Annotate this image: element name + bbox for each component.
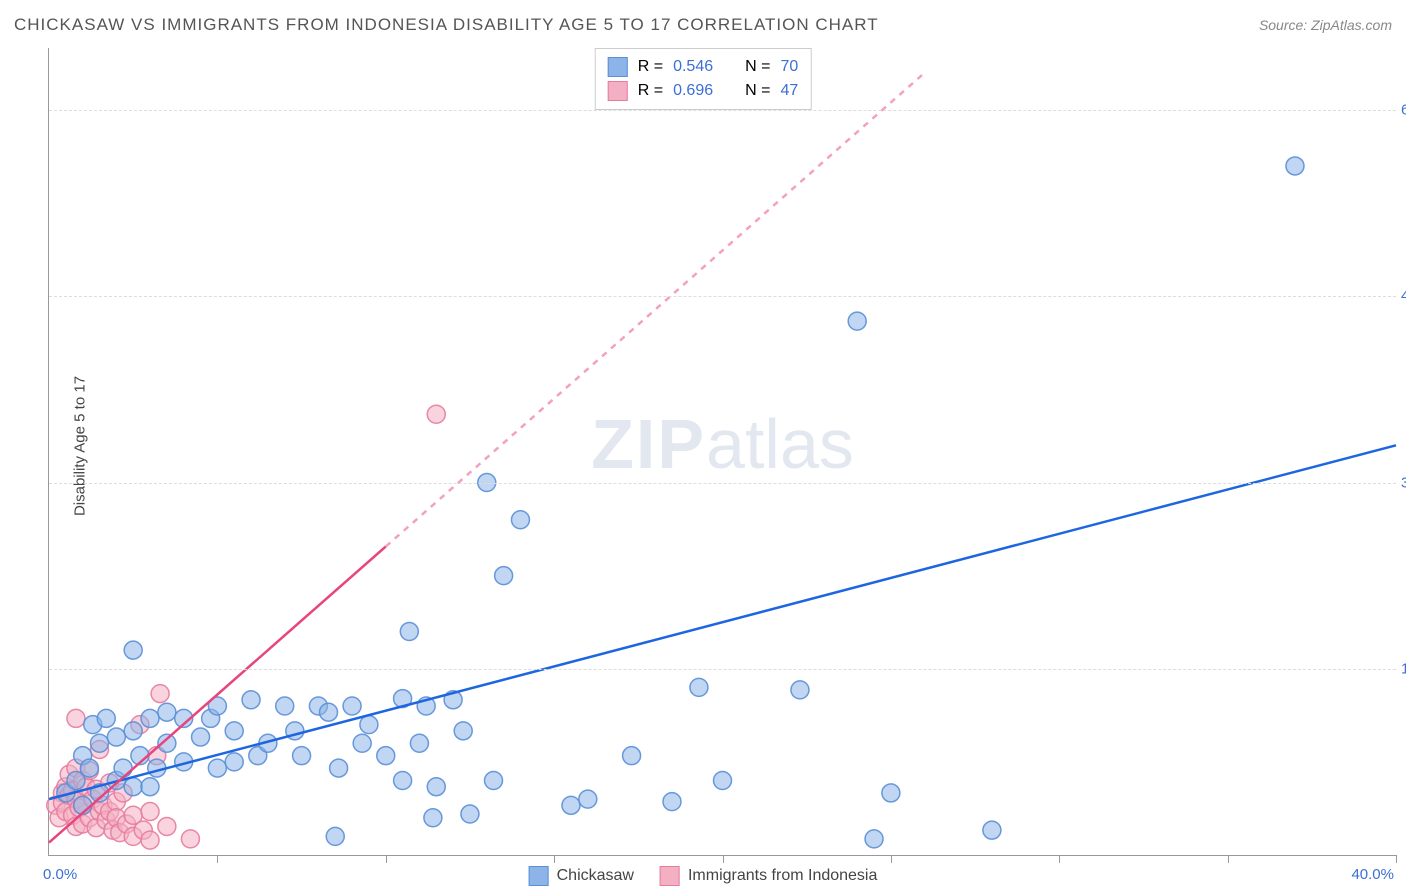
- legend-label-a: Chickasaw: [557, 867, 634, 885]
- series-legend: Chickasaw Immigrants from Indonesia: [529, 866, 878, 886]
- data-point: [293, 747, 311, 765]
- data-point: [360, 716, 378, 734]
- legend-item-b: Immigrants from Indonesia: [660, 866, 877, 886]
- data-point: [67, 709, 85, 727]
- data-point: [97, 709, 115, 727]
- data-point: [714, 772, 732, 790]
- data-point: [124, 778, 142, 796]
- n-value-b: 47: [780, 82, 798, 100]
- x-tick: [891, 855, 892, 863]
- data-point: [141, 803, 159, 821]
- data-point: [791, 681, 809, 699]
- data-point: [394, 772, 412, 790]
- trend-line: [49, 445, 1396, 799]
- legend-item-a: Chickasaw: [529, 866, 634, 886]
- data-point: [882, 784, 900, 802]
- data-point: [192, 728, 210, 746]
- gridline: [49, 669, 1396, 670]
- data-point: [579, 790, 597, 808]
- trend-line: [386, 73, 925, 547]
- data-point: [511, 511, 529, 529]
- data-point: [320, 703, 338, 721]
- data-point: [865, 830, 883, 848]
- x-origin-label: 0.0%: [43, 866, 77, 883]
- stats-row-b: R = 0.696 N = 47: [608, 79, 799, 103]
- x-tick: [217, 855, 218, 863]
- data-point: [983, 821, 1001, 839]
- data-point: [495, 567, 513, 585]
- data-point: [141, 709, 159, 727]
- r-value-a: 0.546: [673, 58, 713, 76]
- data-point: [141, 778, 159, 796]
- data-point: [690, 678, 708, 696]
- r-value-b: 0.696: [673, 82, 713, 100]
- data-point: [1286, 157, 1304, 175]
- data-point: [623, 747, 641, 765]
- data-point: [353, 734, 371, 752]
- n-value-a: 70: [780, 58, 798, 76]
- data-point: [151, 685, 169, 703]
- data-point: [562, 796, 580, 814]
- x-tick: [554, 855, 555, 863]
- n-label-a: N =: [745, 58, 770, 76]
- stats-row-a: R = 0.546 N = 70: [608, 55, 799, 79]
- data-point: [276, 697, 294, 715]
- x-tick: [386, 855, 387, 863]
- x-max-label: 40.0%: [1351, 866, 1394, 883]
- data-point: [181, 830, 199, 848]
- x-tick: [1228, 855, 1229, 863]
- data-point: [141, 831, 159, 849]
- x-tick: [1059, 855, 1060, 863]
- data-point: [91, 734, 109, 752]
- gridline: [49, 110, 1396, 111]
- legend-label-b: Immigrants from Indonesia: [688, 867, 877, 885]
- swatch-b-icon: [660, 866, 680, 886]
- y-tick-label: 30.0%: [1401, 474, 1406, 491]
- stats-legend: R = 0.546 N = 70 R = 0.696 N = 47: [595, 48, 812, 110]
- data-point: [848, 312, 866, 330]
- swatch-b-icon: [608, 81, 628, 101]
- y-tick-label: 60.0%: [1401, 102, 1406, 119]
- trend-line: [49, 547, 386, 843]
- data-point: [377, 747, 395, 765]
- data-point: [427, 778, 445, 796]
- data-point: [326, 827, 344, 845]
- data-point: [663, 793, 681, 811]
- data-point: [124, 641, 142, 659]
- data-point: [107, 728, 125, 746]
- data-point: [242, 691, 260, 709]
- data-point: [461, 805, 479, 823]
- r-label-b: R =: [638, 82, 663, 100]
- x-tick: [1396, 855, 1397, 863]
- data-point: [225, 722, 243, 740]
- data-point: [208, 759, 226, 777]
- data-point: [424, 809, 442, 827]
- data-point: [343, 697, 361, 715]
- scatter-svg: [49, 48, 1396, 855]
- data-point: [114, 759, 132, 777]
- data-point: [427, 405, 445, 423]
- gridline: [49, 296, 1396, 297]
- data-point: [400, 623, 418, 641]
- y-tick-label: 15.0%: [1401, 660, 1406, 677]
- y-tick-label: 45.0%: [1401, 288, 1406, 305]
- data-point: [225, 753, 243, 771]
- data-point: [158, 703, 176, 721]
- source-attribution: Source: ZipAtlas.com: [1259, 17, 1392, 33]
- data-point: [124, 722, 142, 740]
- data-point: [80, 759, 98, 777]
- r-label-a: R =: [638, 58, 663, 76]
- gridline: [49, 483, 1396, 484]
- swatch-a-icon: [608, 57, 628, 77]
- x-tick: [723, 855, 724, 863]
- n-label-b: N =: [745, 82, 770, 100]
- chart-plot-area: ZIPatlas 15.0%30.0%45.0%60.0%0.0%40.0%: [48, 48, 1396, 856]
- data-point: [454, 722, 472, 740]
- data-point: [410, 734, 428, 752]
- chart-title: CHICKASAW VS IMMIGRANTS FROM INDONESIA D…: [14, 15, 879, 35]
- data-point: [158, 817, 176, 835]
- data-point: [330, 759, 348, 777]
- swatch-a-icon: [529, 866, 549, 886]
- data-point: [485, 772, 503, 790]
